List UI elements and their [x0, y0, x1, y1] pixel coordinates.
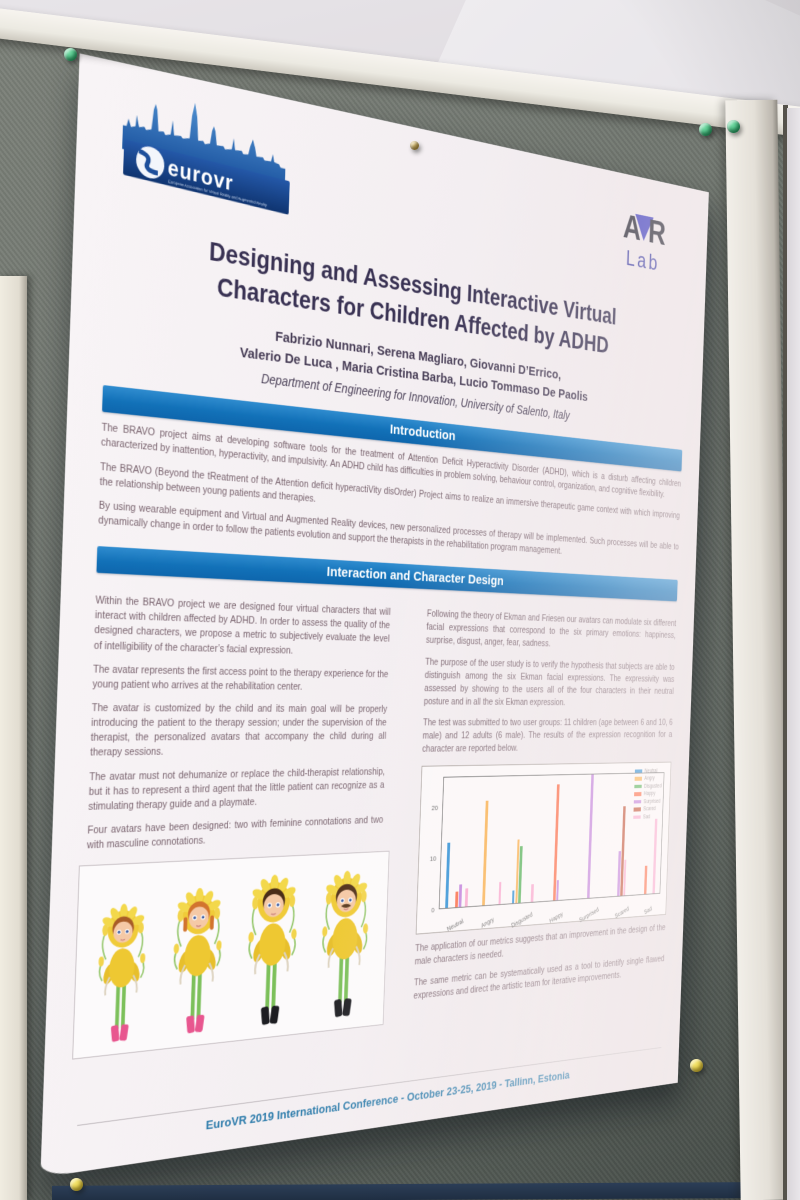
- right-column: Following the theory of Ekman and Friese…: [413, 600, 677, 1022]
- design-right-paragraph-1: Following the theory of Ekman and Friese…: [426, 608, 677, 655]
- design-left-paragraph-3: The avatar is customized by the child an…: [90, 701, 387, 761]
- photo-scene: eurovr European Association for Virtual …: [0, 0, 800, 1200]
- boots: [333, 998, 351, 1018]
- design-left-paragraph-5: Four avatars have been designed: two wit…: [87, 814, 384, 854]
- legend-item-scared: Scared: [634, 806, 661, 813]
- bar-surprised-happy: [556, 880, 559, 899]
- bar-sad-neutral: [465, 889, 468, 907]
- bar-sad-sad: [653, 819, 658, 893]
- x-tick-label: Disgusted: [510, 910, 533, 929]
- bar-group-scared: [605, 773, 630, 896]
- pushpin-green-top-right-1: [699, 123, 712, 136]
- avr-letter-r: R: [648, 215, 665, 251]
- legend-item-happy: Happy: [634, 791, 661, 797]
- bar-sad-disgusted: [531, 884, 534, 901]
- legend-label: Scared: [643, 806, 656, 812]
- legend-item-angry: Angry: [635, 775, 662, 781]
- x-tick-label: Scared: [614, 904, 630, 919]
- board-frame-left: [0, 276, 27, 1200]
- bar-sad-scared: [623, 860, 626, 895]
- avrlab-logo: AR Lab: [622, 210, 665, 275]
- bar-group-neutral: [445, 777, 473, 908]
- legend-item-disgusted: Disgusted: [634, 783, 661, 789]
- bar-happy-sad: [644, 866, 647, 894]
- two-column-area: Within the BRAVO project we are designed…: [79, 585, 676, 1059]
- flower-girl-auburn: [95, 900, 148, 1050]
- bar-surprised-surprised: [587, 774, 594, 898]
- legend-item-sad: Sad: [633, 813, 660, 820]
- design-right-paragraph-3: The test was submitted to two user group…: [422, 717, 673, 757]
- x-tick-label: Angry: [480, 915, 495, 929]
- flower-girl-braids: [170, 884, 224, 1042]
- bar-surprised-neutral: [459, 884, 462, 907]
- legend-label: Disgusted: [644, 783, 662, 789]
- legend-swatch: [634, 785, 641, 789]
- pushpin-brass-top-center: [410, 141, 419, 150]
- bar-neutral-neutral: [445, 842, 450, 907]
- legend-label: Angry: [644, 776, 654, 782]
- flower-man-mustache: [319, 867, 371, 1026]
- x-tick-label: Sad: [644, 904, 653, 915]
- avatar-figure: [72, 851, 389, 1060]
- expression-recognition-chart: Neutral Angry Disgusted Happy Surprised Scare…: [416, 761, 672, 934]
- legend-swatch: [634, 808, 641, 812]
- poster-content: eurovr European Association for Virtual …: [40, 53, 709, 1177]
- legend-swatch: [635, 769, 642, 773]
- pushpin-yellow-bottom-left: [70, 1178, 83, 1191]
- floor-strip: [52, 1182, 752, 1200]
- boots: [185, 1014, 204, 1034]
- avrlab-wordmark: AR: [623, 210, 666, 251]
- bar-angry-angry: [482, 801, 488, 905]
- chart-legend: Neutral Angry Disgusted Happy Surprised Scare…: [633, 768, 662, 822]
- legend-label: Happy: [644, 791, 656, 797]
- legend-swatch: [634, 792, 641, 796]
- boots: [110, 1024, 129, 1043]
- x-tick-label: Neutral: [446, 917, 464, 933]
- design-left-paragraph-1: Within the BRAVO project we are designed…: [94, 594, 391, 660]
- legend-item-surprised: Surprised: [634, 798, 661, 805]
- y-tick-label: 10: [430, 855, 437, 863]
- x-tick-label: Surprised: [579, 905, 600, 923]
- legend-swatch: [634, 800, 641, 804]
- legend-item-neutral: Neutral: [635, 768, 662, 774]
- pushpin-yellow-right: [690, 1059, 703, 1072]
- bar-sad-angry: [498, 882, 501, 904]
- legend-label: Surprised: [644, 798, 661, 804]
- pushpin-green-top-right-2: [727, 120, 740, 133]
- avrlab-lab-text: Lab: [622, 246, 664, 275]
- poster-panel: eurovr European Association for Virtual …: [40, 53, 709, 1177]
- bar-group-angry: [479, 776, 506, 905]
- design-left-paragraph-4: The avatar must not dehumanize or replac…: [88, 765, 385, 815]
- y-tick-label: 20: [432, 804, 439, 812]
- y-tick-label: 0: [431, 906, 434, 914]
- bar-group-surprised: [575, 774, 600, 899]
- legend-swatch: [635, 777, 642, 781]
- design-left-paragraph-2: The avatar represents the first access p…: [92, 662, 388, 695]
- bar-group-happy: [544, 775, 570, 901]
- adjacent-panel: [787, 108, 800, 1200]
- legend-label: Sad: [643, 814, 650, 820]
- flower-boy: [245, 871, 300, 1034]
- design-right-paragraph-2: The purpose of the user study is to veri…: [424, 656, 675, 710]
- boots: [260, 1005, 279, 1026]
- x-tick-label: Happy: [549, 910, 564, 925]
- pushpin-green-top-left: [64, 48, 77, 61]
- chart-plot: [439, 772, 665, 909]
- legend-label: Neutral: [645, 768, 658, 774]
- bar-group-disgusted: [512, 775, 538, 903]
- left-column: Within the BRAVO project we are designed…: [79, 585, 390, 1059]
- research-poster: eurovr European Association for Virtual …: [40, 53, 709, 1177]
- legend-swatch: [633, 815, 640, 819]
